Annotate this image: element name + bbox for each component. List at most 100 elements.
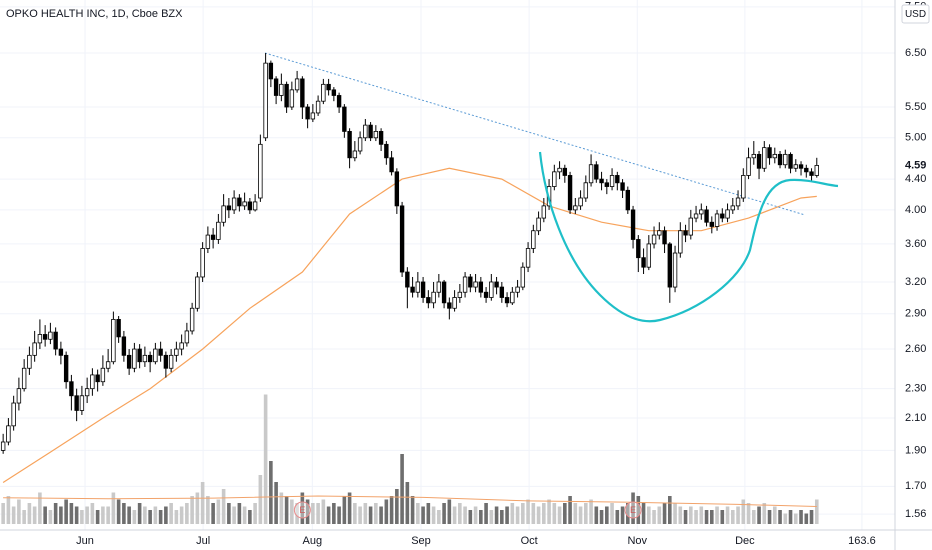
y-tick-label: 1.70 xyxy=(905,480,926,492)
candle-body xyxy=(368,124,373,139)
volume-bar xyxy=(678,506,683,524)
volume-bar xyxy=(358,506,362,524)
candle-body xyxy=(557,167,562,173)
candle-body xyxy=(373,131,379,139)
volume-bar xyxy=(6,496,11,524)
volume-bar xyxy=(783,513,788,524)
y-tick-label: 1.90 xyxy=(905,444,926,456)
volume-bar xyxy=(137,503,142,524)
candle-body xyxy=(625,189,631,211)
candle-body xyxy=(321,83,326,102)
volume-bar xyxy=(179,506,184,524)
volume-bar xyxy=(799,510,803,524)
volume-bar xyxy=(237,503,242,524)
candle-body xyxy=(646,243,652,268)
volume-bar xyxy=(326,506,331,524)
candle-body xyxy=(48,331,53,340)
volume-bar xyxy=(143,506,147,524)
candle-body xyxy=(756,153,762,169)
volume-bar xyxy=(38,492,42,524)
candle-body xyxy=(90,374,95,390)
candle-body xyxy=(105,361,111,369)
volume-bar xyxy=(227,503,231,524)
candle-body xyxy=(268,62,274,80)
candle-body xyxy=(195,276,200,309)
volume-bar xyxy=(694,510,698,524)
volume-bar xyxy=(80,510,84,524)
last-price-box xyxy=(896,157,932,174)
candle-body xyxy=(179,342,184,350)
candle-body xyxy=(604,182,610,187)
volume-bar xyxy=(421,506,425,524)
candle-body xyxy=(53,331,58,350)
volume-bar xyxy=(190,496,194,524)
volume-bar xyxy=(27,503,32,524)
volume-bar xyxy=(200,482,205,524)
candle-body xyxy=(573,205,578,211)
volume-bar xyxy=(242,506,247,524)
volume-bar xyxy=(626,503,630,524)
volume-bar xyxy=(673,503,677,524)
candle-body xyxy=(100,367,106,383)
candle-body xyxy=(294,78,300,91)
volume-bar xyxy=(153,506,158,524)
candle-body xyxy=(473,281,478,288)
volume-bar xyxy=(641,503,646,524)
y-tick-label: 6.50 xyxy=(905,47,926,59)
volume-bar xyxy=(605,506,609,524)
volume-bar xyxy=(547,499,551,524)
volume-bar xyxy=(704,510,709,524)
candle-body xyxy=(730,205,735,211)
volume-bar xyxy=(174,510,179,524)
candle-body xyxy=(468,276,473,288)
volume-bar xyxy=(447,499,452,524)
event-label: E xyxy=(299,505,305,515)
volume-bar xyxy=(353,503,357,524)
volume-bar xyxy=(536,506,541,524)
candle-body xyxy=(420,281,426,298)
volume-bar xyxy=(74,506,79,524)
volume-bar xyxy=(106,506,110,524)
x-tick-label: Jun xyxy=(76,535,94,547)
volume-bar xyxy=(48,510,53,524)
event-marker xyxy=(624,501,642,519)
volume-bar xyxy=(500,510,504,524)
candle-body xyxy=(483,291,489,298)
volume-bar xyxy=(615,510,620,524)
volume-bar xyxy=(762,503,767,524)
candle-body xyxy=(394,171,400,207)
volume-bar xyxy=(316,503,320,524)
candle-body xyxy=(436,281,442,293)
volume-bar xyxy=(405,482,410,524)
candle-body xyxy=(762,147,767,169)
volume-bar xyxy=(568,496,572,524)
candle-body xyxy=(447,302,452,309)
candle-body xyxy=(410,286,415,293)
volume-bar xyxy=(248,510,252,524)
x-tick-label: 163.6 xyxy=(848,535,876,547)
volume-bar xyxy=(489,510,494,524)
moving-average-line xyxy=(2,167,817,484)
volume-bar xyxy=(321,499,326,524)
y-tick-label: 4.40 xyxy=(905,173,926,185)
volume-bar xyxy=(148,510,152,524)
candle-body xyxy=(583,182,589,199)
candle-body xyxy=(336,95,342,108)
volume-bar xyxy=(69,503,74,524)
volume-bar xyxy=(636,496,641,524)
volume-bar xyxy=(767,510,772,524)
candle-body xyxy=(751,153,756,159)
candle-body xyxy=(58,348,64,356)
x-tick-label: Dec xyxy=(735,535,755,547)
candle-body xyxy=(720,213,725,219)
candle-body xyxy=(342,106,347,132)
candle-body xyxy=(662,230,667,245)
candle-body xyxy=(809,171,814,176)
volume-bar xyxy=(379,506,383,524)
candle-body xyxy=(426,297,431,304)
candle-body xyxy=(11,402,16,427)
volume-bar xyxy=(127,506,131,524)
candle-body xyxy=(305,106,310,120)
candle-body xyxy=(788,153,793,169)
candle-body xyxy=(672,252,678,288)
